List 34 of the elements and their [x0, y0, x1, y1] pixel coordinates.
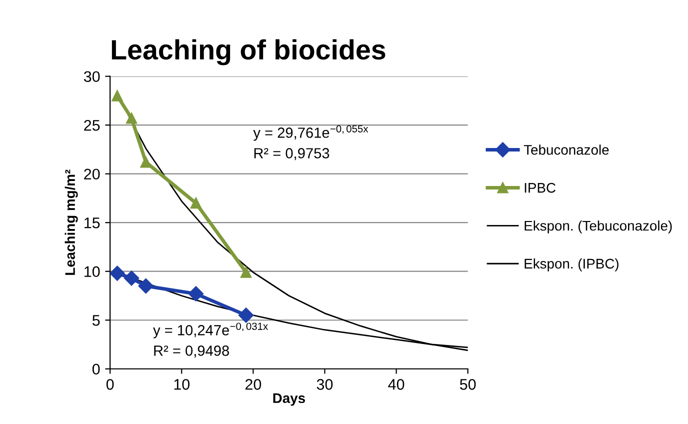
x-tick-label: 10 — [174, 379, 190, 390]
x-tick-label: 40 — [388, 379, 404, 390]
point — [138, 278, 154, 294]
point — [188, 286, 204, 302]
point — [238, 308, 254, 323]
point — [124, 270, 140, 286]
legend-label: IPBC — [524, 182, 556, 193]
point — [112, 90, 123, 102]
y-tick-label: 20 — [84, 168, 100, 180]
point — [240, 266, 252, 278]
point — [190, 198, 202, 209]
point — [110, 266, 125, 281]
point — [126, 112, 138, 124]
annotation: R² = 0,9498 — [154, 346, 229, 358]
x-tick-label: 20 — [245, 379, 262, 390]
y-tick-label: 0 — [92, 364, 100, 375]
annotation: y = 29,761e$^{−0,055x}$ — [253, 125, 368, 141]
annotation: R² = 0,9753 — [254, 148, 330, 160]
x-tick-label: 0 — [106, 379, 114, 390]
legend-label: Tebuconazole — [524, 144, 609, 155]
y-tick-label: 10 — [84, 266, 100, 278]
y-axis-title: Leaching mg/m² — [64, 170, 78, 275]
legend-label: Ekspon. (IPBC) — [524, 258, 618, 272]
y-tick-label: 25 — [84, 120, 100, 131]
chart-title: Leaching of biocides — [112, 39, 386, 66]
y-tick-label: 30 — [84, 71, 100, 82]
x-axis-title: Days — [273, 393, 305, 406]
legend-label: Ekspon. (Tebuconazole) — [524, 220, 672, 234]
annotation: y = 10,247e$^{−0,031x}$ — [153, 322, 268, 338]
x-tick-label: 50 — [460, 379, 476, 390]
y-tick-label: 5 — [92, 315, 100, 326]
point — [140, 156, 152, 168]
y-tick-label: 15 — [84, 218, 100, 228]
x-tick-label: 30 — [316, 379, 333, 390]
